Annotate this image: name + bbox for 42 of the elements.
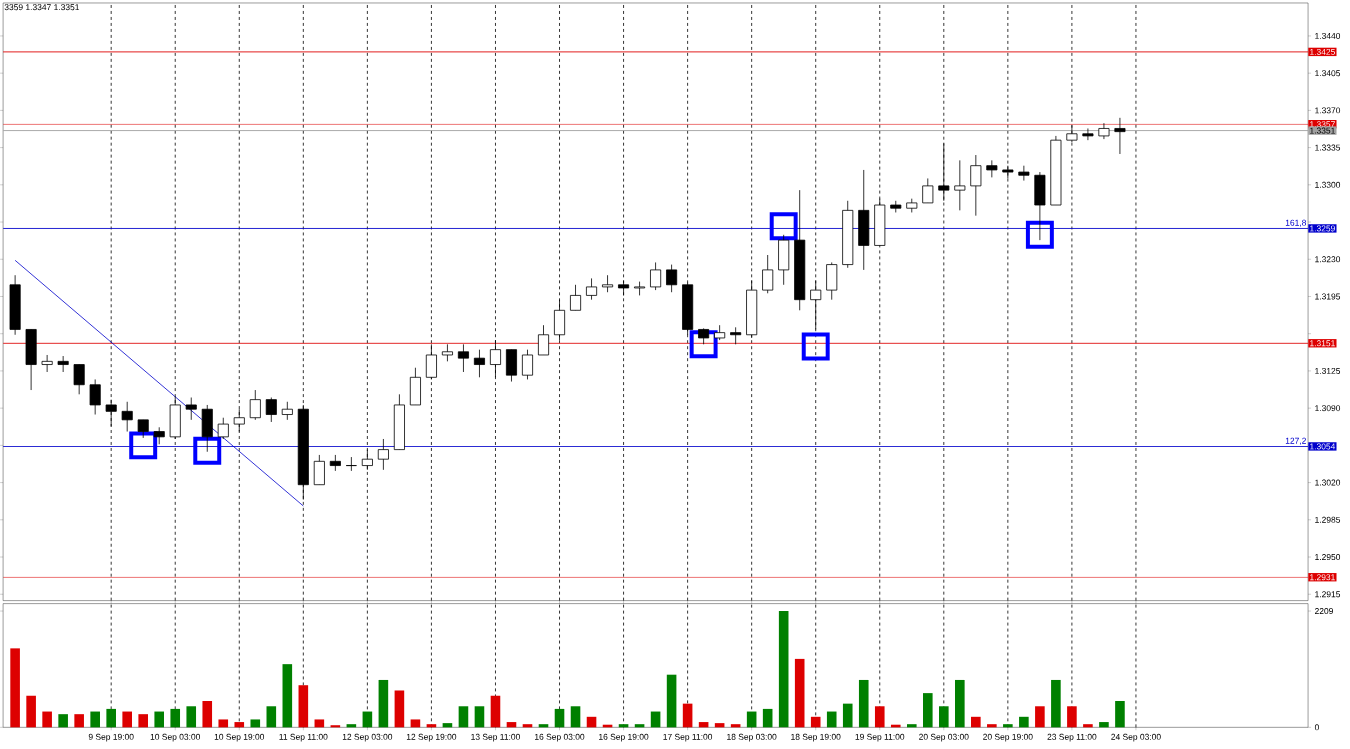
ref-line-label: 1.2931 [1310,574,1335,581]
x-tick-label: 23 Sep 11:00 [1047,733,1097,742]
y-tick-label: 1.3300 [1315,181,1341,188]
y-tick-label: 0 [1314,724,1319,731]
ref-line-label: 1.3054 [1310,443,1336,450]
x-tick-label: 18 Sep 19:00 [791,733,841,742]
ref-line-label: 1.3259 [1310,225,1335,232]
annotation: 3359 1.3347 1.3351 [4,4,80,11]
x-tick-label: 9 Sep 19:00 [88,733,134,742]
y-tick-label: 1.3125 [1315,367,1341,374]
x-tick-label: 16 Sep 03:00 [535,733,585,742]
x-tick-label: 16 Sep 19:00 [599,733,649,742]
y-tick-label: 1.2950 [1315,553,1341,560]
ref-line-label: 1.3351 [1310,127,1335,134]
y-tick-label: 1.2985 [1315,516,1341,523]
x-tick-label: 10 Sep 19:00 [214,733,265,742]
ref-line-label: 1.3151 [1310,340,1335,347]
annotation: 127,2 [1285,437,1306,445]
y-tick-label: 1.3020 [1315,479,1341,486]
y-tick-label: 1.3440 [1315,32,1341,39]
x-tick-label: 19 Sep 11:00 [855,733,905,742]
x-tick-label: 13 Sep 11:00 [471,733,520,742]
y-tick-label: 1.2915 [1315,591,1341,598]
y-tick-label: 1.3195 [1315,293,1341,300]
x-tick-label: 17 Sep 11:00 [663,733,713,742]
x-tick-label: 12 Sep 03:00 [342,733,393,742]
y-tick-label: 2209 [1315,607,1333,614]
ref-line-label: 1.3357 [1310,121,1335,128]
y-tick-label: 1.3230 [1315,256,1341,263]
x-tick-label: 12 Sep 19:00 [406,733,457,742]
y-tick-label: 1.3335 [1315,144,1341,151]
y-tick-label: 1.3405 [1315,70,1341,77]
ref-line-label: 1.3425 [1310,48,1335,55]
annotation: 161,8 [1285,219,1307,227]
x-tick-label: 20 Sep 19:00 [983,733,1033,742]
x-tick-label: 11 Sep 11:00 [279,733,328,742]
x-tick-label: 24 Sep 03:00 [1111,733,1161,742]
x-tick-label: 10 Sep 03:00 [150,733,201,742]
x-tick-label: 20 Sep 03:00 [919,733,969,742]
y-tick-label: 1.3370 [1315,107,1341,114]
y-tick-label: 1.3090 [1315,405,1341,411]
x-tick-label: 18 Sep 03:00 [727,733,777,742]
